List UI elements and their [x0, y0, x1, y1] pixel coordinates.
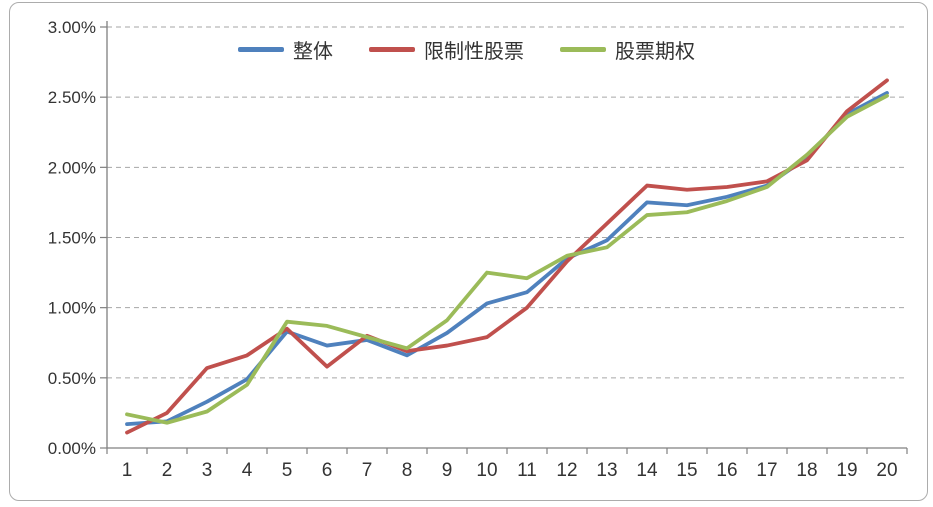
series-line-stock-option: [125, 93, 889, 425]
y-axis-label: 1.50%: [48, 229, 96, 248]
y-axis-label: 2.00%: [48, 158, 96, 177]
x-axis-label: 18: [796, 460, 817, 481]
y-axis-label: 0.00%: [48, 439, 96, 458]
legend-item-overall: 整体: [238, 35, 333, 64]
series-line-restricted-stock: [125, 78, 889, 435]
x-axis-label: 14: [636, 460, 658, 481]
y-axis-label: 0.50%: [48, 369, 96, 388]
y-axis-label: 1.00%: [48, 299, 96, 318]
x-axis-label: 17: [756, 460, 777, 481]
x-axis-label: 2: [162, 460, 173, 481]
x-axis-label: 10: [476, 460, 497, 481]
legend-label-overall: 整体: [293, 40, 333, 63]
x-axis-label: 16: [716, 460, 737, 481]
x-axis-label: 5: [282, 460, 293, 481]
x-axis-label: 1: [122, 460, 133, 481]
legend-item-restricted-stock: 限制性股票: [369, 35, 524, 64]
x-axis-label: 13: [596, 460, 617, 481]
x-axis-label: 4: [242, 460, 253, 481]
chart-legend: 整体 限制性股票 股票期权: [0, 35, 933, 64]
x-axis-label: 11: [517, 460, 537, 481]
x-axis-label: 8: [402, 460, 413, 481]
x-axis-label: 20: [876, 460, 897, 481]
y-axis-label: 3.00%: [48, 18, 96, 37]
legend-label-stock-option: 股票期权: [615, 40, 695, 63]
legend-line-swatch-stock-option: [560, 46, 606, 52]
series-line-overall: [125, 91, 889, 427]
x-axis-label: 9: [442, 460, 453, 481]
x-axis-label: 19: [836, 460, 857, 481]
x-axis-label: 12: [556, 460, 577, 481]
legend-label-restricted-stock: 限制性股票: [424, 40, 524, 63]
legend-line-swatch-restricted-stock: [369, 46, 415, 52]
x-axis-label: 3: [202, 460, 213, 481]
legend-item-stock-option: 股票期权: [560, 35, 695, 64]
legend-line-swatch-overall: [238, 46, 284, 52]
x-axis-label: 6: [322, 460, 333, 481]
y-axis-label: 2.50%: [48, 88, 96, 107]
x-axis-label: 15: [676, 460, 697, 481]
x-axis-label: 7: [362, 460, 373, 481]
